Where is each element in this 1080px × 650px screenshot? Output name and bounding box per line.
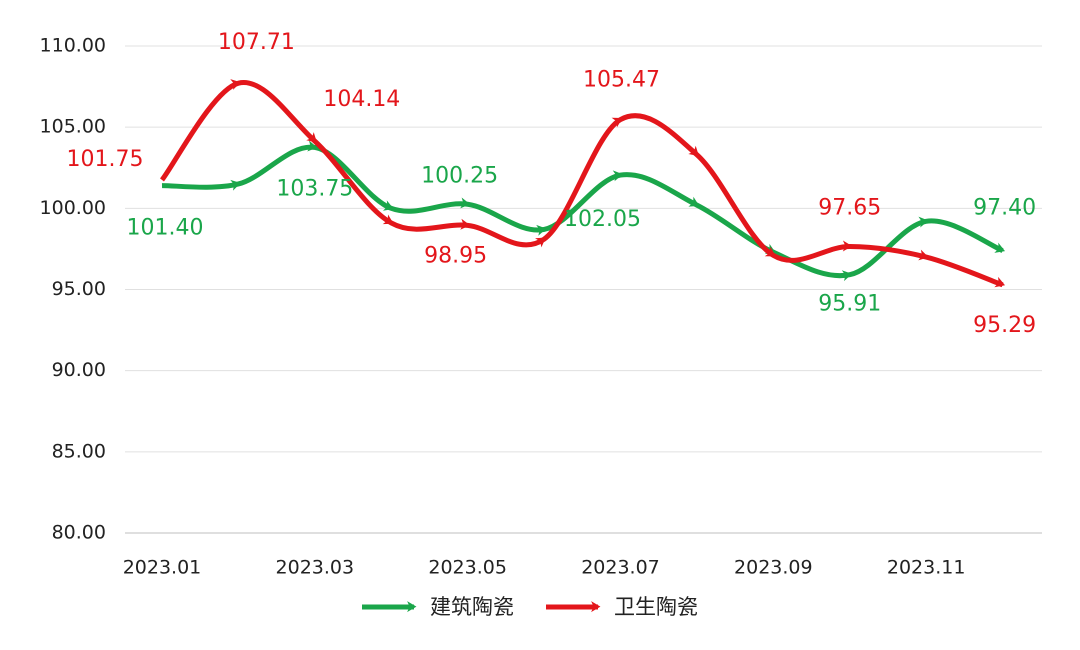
x-tick-label: 2023.11 xyxy=(887,557,966,579)
x-tick-label: 2023.05 xyxy=(428,557,507,579)
y-tick-label: 105.00 xyxy=(40,116,106,138)
data-label: 101.75 xyxy=(67,147,144,172)
y-tick-label: 95.00 xyxy=(52,278,106,300)
series-line xyxy=(160,79,1006,288)
data-label: 95.91 xyxy=(818,292,881,317)
data-label: 104.14 xyxy=(323,87,400,112)
y-tick-label: 85.00 xyxy=(52,440,106,462)
legend-label: 卫生陶瓷 xyxy=(614,595,698,619)
data-label: 107.71 xyxy=(218,30,295,55)
x-tick-label: 2023.09 xyxy=(734,557,813,579)
x-tick-label: 2023.03 xyxy=(276,557,355,579)
y-tick-label: 90.00 xyxy=(52,359,106,381)
legend-label: 建筑陶瓷 xyxy=(430,595,514,619)
x-tick-label: 2023.01 xyxy=(123,557,202,579)
data-label: 100.25 xyxy=(421,163,498,188)
y-tick-label: 80.00 xyxy=(52,522,106,544)
data-label: 97.65 xyxy=(818,195,881,220)
data-label: 97.40 xyxy=(973,196,1036,221)
y-tick-label: 110.00 xyxy=(40,35,106,57)
y-tick-label: 100.00 xyxy=(40,197,106,219)
data-label: 98.95 xyxy=(424,243,487,268)
data-label: 105.47 xyxy=(583,68,660,93)
data-label: 101.40 xyxy=(127,216,204,241)
data-label: 95.29 xyxy=(973,313,1036,338)
data-label: 103.75 xyxy=(276,176,353,201)
x-tick-label: 2023.07 xyxy=(581,557,660,579)
data-label: 102.05 xyxy=(564,207,641,232)
